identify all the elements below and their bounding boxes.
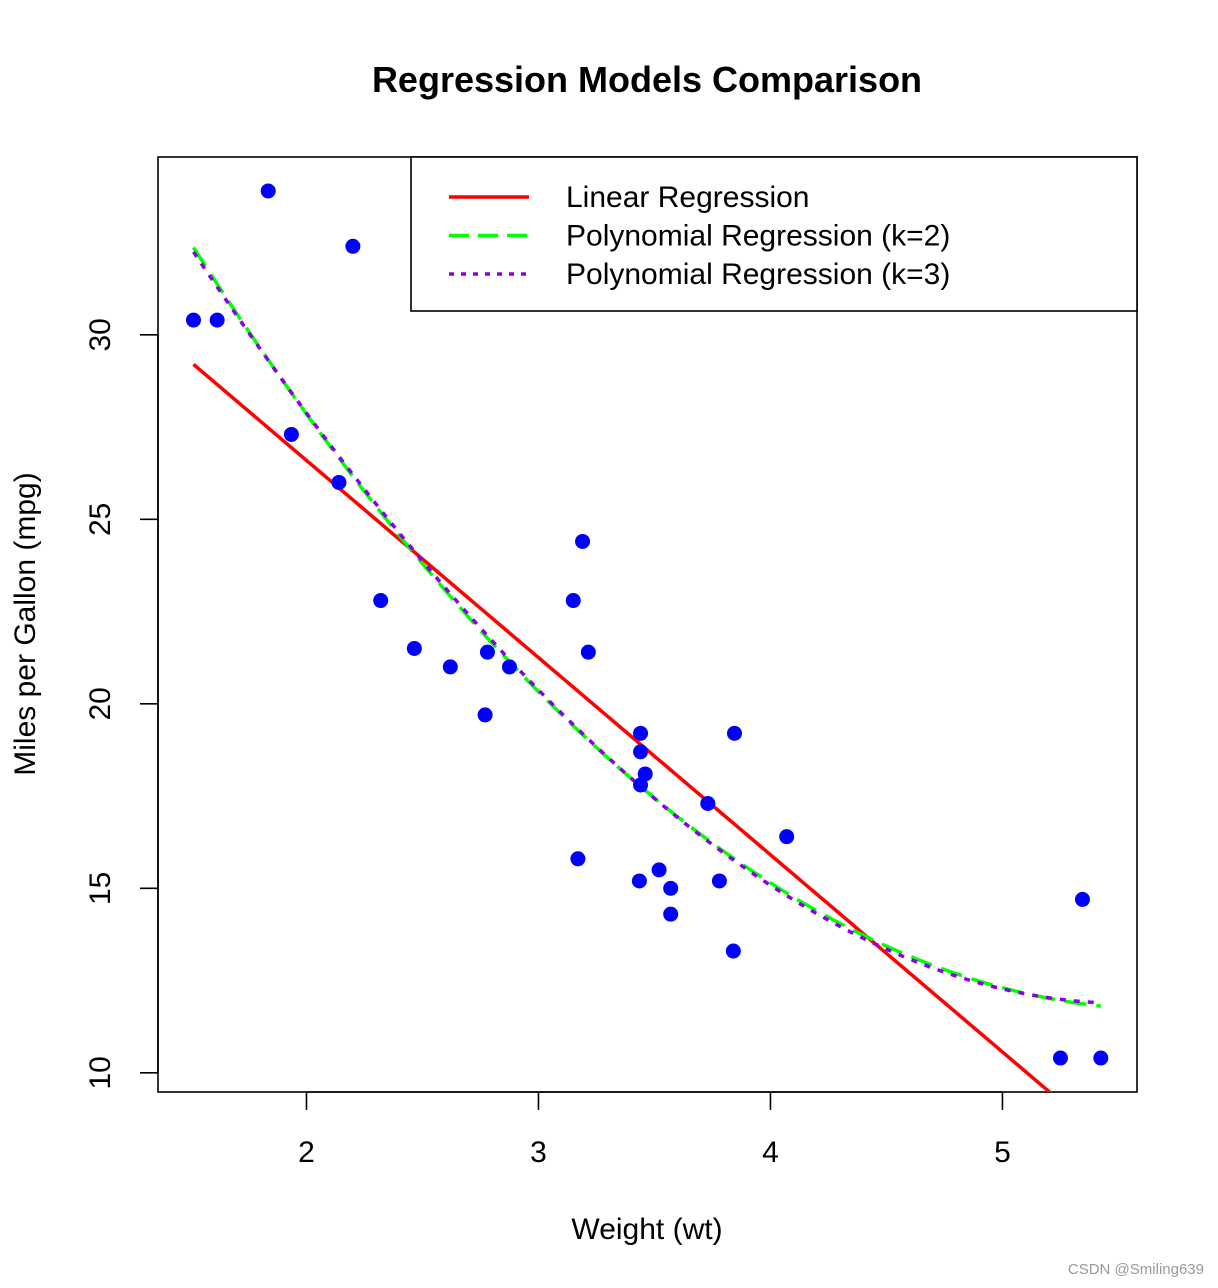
data-point xyxy=(185,312,201,328)
data-point xyxy=(726,725,742,741)
data-point xyxy=(711,873,727,889)
data-point xyxy=(633,744,649,760)
series-line-3 xyxy=(192,250,1101,1005)
watermark: CSDN @Smiling639 xyxy=(1067,1261,1204,1278)
data-point xyxy=(580,644,596,660)
chart-title: Regression Models Comparison xyxy=(372,59,922,100)
x-tick-label: 3 xyxy=(530,1136,547,1169)
data-point xyxy=(345,238,361,254)
y-tick-label: 30 xyxy=(84,318,117,351)
data-point xyxy=(565,593,581,609)
y-axis: 10 15 20 25 30 xyxy=(84,318,159,1090)
data-point xyxy=(663,906,679,922)
legend-label-2: Polynomial Regression (k=2) xyxy=(566,220,950,253)
regression-lines xyxy=(192,246,1102,1092)
data-point xyxy=(779,829,795,845)
legend-label-1: Linear Regression xyxy=(566,181,809,214)
legend-box xyxy=(410,156,1138,312)
data-point xyxy=(373,593,389,609)
data-point xyxy=(631,873,647,889)
x-tick-label: 4 xyxy=(762,1136,779,1169)
data-point xyxy=(477,707,493,723)
data-point xyxy=(331,474,347,490)
data-point xyxy=(442,659,458,675)
y-axis-label: Miles per Gallon (mpg) xyxy=(9,472,42,775)
x-axis-label: Weight (wt) xyxy=(571,1213,722,1246)
y-tick-label: 10 xyxy=(84,1056,117,1089)
data-point xyxy=(283,426,299,442)
data-point xyxy=(1052,1050,1068,1066)
data-point xyxy=(1074,891,1090,907)
data-point xyxy=(663,880,679,896)
y-tick-label: 15 xyxy=(84,872,117,905)
data-point xyxy=(209,312,225,328)
data-point xyxy=(479,644,495,660)
series-line-2 xyxy=(192,246,1102,1008)
data-points xyxy=(185,183,1109,1066)
data-point xyxy=(570,851,586,867)
x-axis: 2 3 4 5 xyxy=(298,1091,1011,1169)
data-point xyxy=(700,795,716,811)
data-point xyxy=(406,640,422,656)
data-point xyxy=(651,862,667,878)
x-tick-label: 5 xyxy=(994,1136,1011,1169)
x-tick-label: 2 xyxy=(298,1136,315,1169)
legend-label-3: Polynomial Regression (k=3) xyxy=(566,258,950,291)
data-point xyxy=(1093,1050,1109,1066)
data-point xyxy=(725,943,741,959)
data-point xyxy=(501,659,517,675)
data-point xyxy=(575,533,591,549)
legend: Linear Regression Polynomial Regression (… xyxy=(410,156,1138,312)
data-point xyxy=(633,777,649,793)
data-point xyxy=(260,183,276,199)
y-tick-label: 20 xyxy=(84,687,117,720)
y-tick-label: 25 xyxy=(84,503,117,536)
data-point xyxy=(633,725,649,741)
